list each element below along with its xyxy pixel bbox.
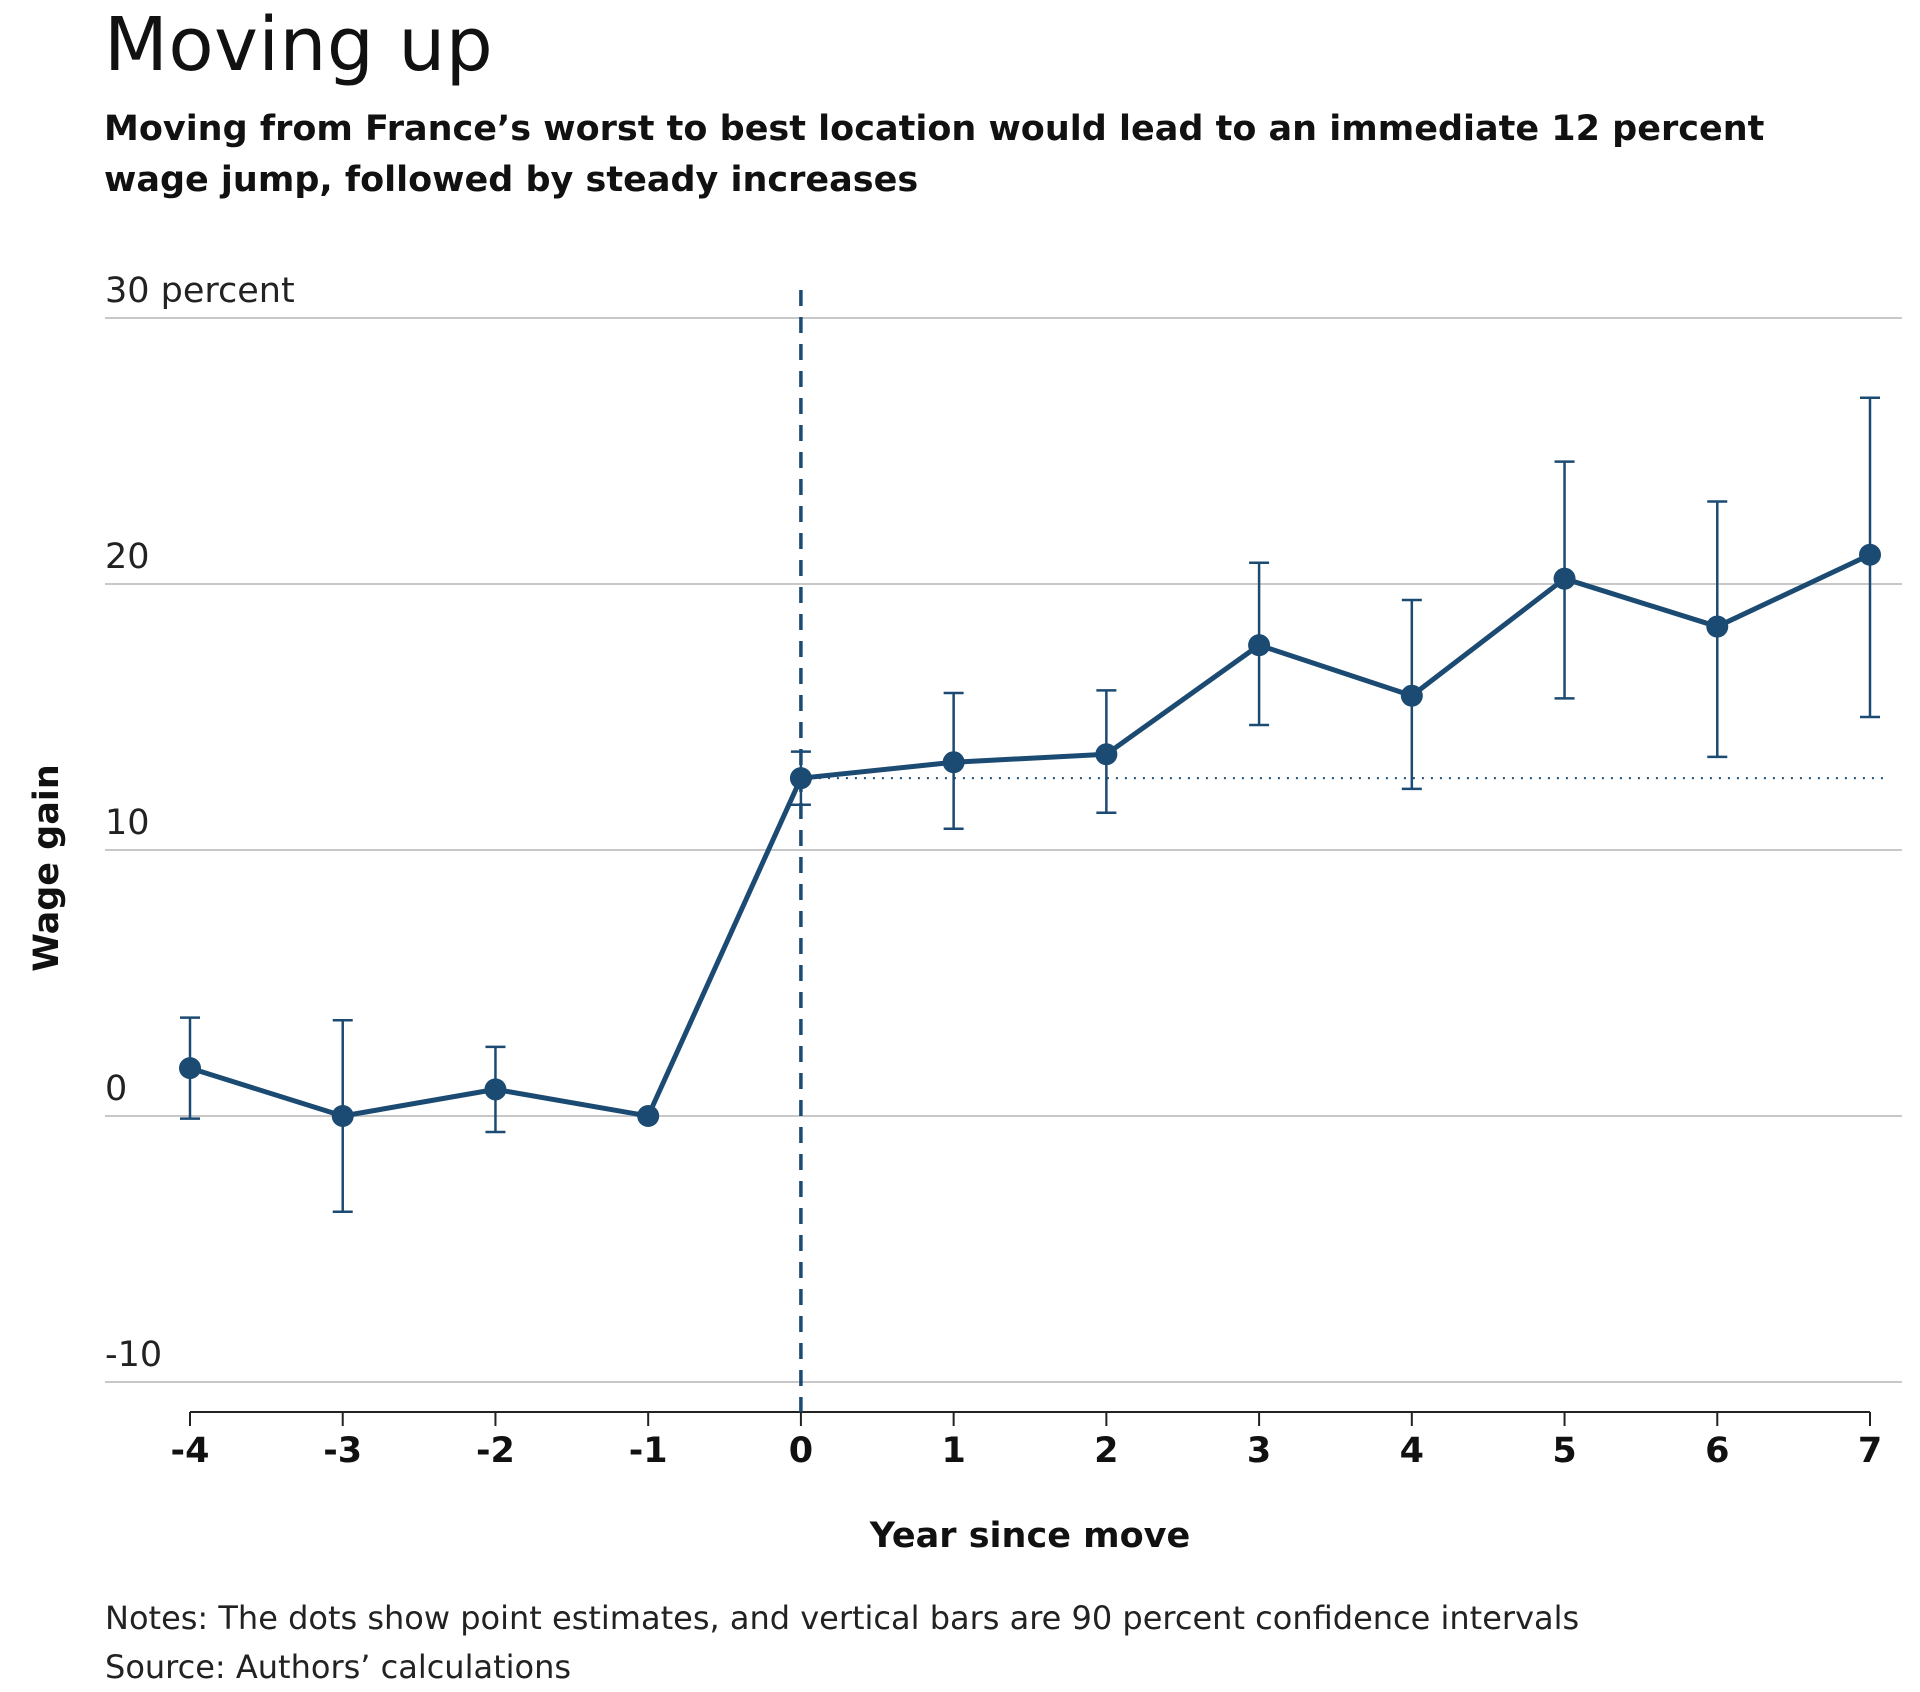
y-tick-label: -10 [105,1335,162,1375]
x-tick-label: 1 [941,1431,965,1471]
data-point [789,767,812,790]
data-point [484,1078,507,1101]
data-point [1553,567,1576,590]
x-axis-label: Year since move [869,1516,1190,1556]
data-point [1706,615,1729,638]
series-line [189,552,1872,1119]
y-axis-label: Wage gain [27,764,67,972]
x-tick-label: 2 [1094,1431,1118,1471]
x-tick-label: -1 [629,1431,668,1471]
error-bars [180,396,1880,1214]
y-tick-label: 20 [105,537,150,577]
data-point [1859,543,1881,566]
x-tick-label: 4 [1400,1431,1424,1471]
chart-notes: Notes: The dots show point estimates, an… [105,1594,1579,1692]
y-tick-label: 10 [105,803,150,843]
data-point [1248,634,1271,657]
gridlines [105,317,1902,1383]
reference-lines [799,290,1884,1412]
x-tick-label: 3 [1247,1431,1271,1471]
source-text: Source: Authors’ calculations [105,1648,572,1686]
notes-text: Notes: The dots show point estimates, an… [105,1599,1580,1637]
x-tick-label: -2 [476,1431,515,1471]
chart-title: Moving up [104,2,494,88]
series [179,543,1881,1127]
data-point [637,1105,660,1127]
x-tick-label: 5 [1552,1431,1576,1471]
data-point [179,1057,201,1080]
x-tick-label: -3 [323,1431,362,1471]
data-point [1400,684,1423,707]
y-tick-label: 0 [105,1069,127,1109]
data-point [942,751,965,774]
data-point [331,1105,354,1127]
x-axis: -4 -3 -2 -1 0 1 2 3 4 5 6 7 [171,1411,1882,1471]
x-tick-label: 6 [1705,1431,1729,1471]
y-tick-label: 30 percent [105,271,295,311]
x-tick-label: 7 [1858,1431,1882,1471]
chart-subtitle: Moving from France’s worst to best locat… [104,109,1765,200]
x-tick-label: -4 [171,1431,210,1471]
data-point [1095,743,1118,766]
x-tick-label: 0 [789,1431,813,1471]
y-tick-labels: -10 0 10 20 30 percent [105,271,295,1375]
